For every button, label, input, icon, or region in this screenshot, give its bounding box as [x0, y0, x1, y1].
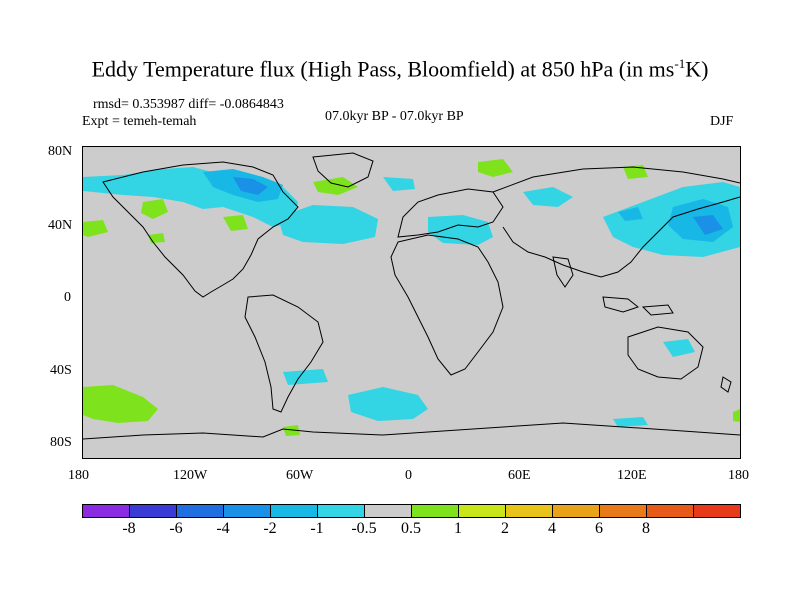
coastline-north-america — [102, 161, 299, 298]
map-panel — [82, 146, 741, 459]
coastline-new-zealand — [720, 376, 732, 393]
lon-label-180e: 180 — [728, 468, 749, 483]
colorbar-box — [364, 504, 412, 518]
coastlines — [83, 152, 740, 440]
colorbar — [82, 504, 741, 523]
anomaly-patch — [478, 159, 513, 177]
coastline-australia — [627, 326, 704, 380]
anomaly-patch — [523, 187, 573, 207]
colorbar-box — [176, 504, 224, 518]
coastline-south-america — [244, 294, 324, 413]
colorbar-box — [505, 504, 553, 518]
anomaly-patch — [141, 199, 168, 219]
coastline-greenland — [312, 152, 374, 188]
lon-label-120w: 120W — [173, 468, 208, 483]
colorbar-svg — [82, 504, 741, 518]
anomaly-patches — [83, 159, 740, 436]
coastline-india — [552, 256, 574, 288]
colorbar-label: -8 — [122, 520, 136, 537]
map-svg — [83, 147, 740, 458]
colorbar-label: 4 — [548, 520, 556, 537]
anomaly-patch — [233, 177, 268, 195]
anomaly-patch — [223, 215, 248, 231]
colorbar-label: 1 — [454, 520, 462, 537]
rmsd-diff-label: rmsd= 0.353987 diff= -0.0864843 — [93, 97, 284, 112]
colorbar-box — [552, 504, 600, 518]
colorbar-label: -1 — [310, 520, 324, 537]
colorbar-box — [646, 504, 694, 518]
coastline-indonesia — [602, 296, 674, 316]
anomaly-patch — [623, 165, 648, 179]
colorbar-box — [82, 504, 130, 518]
lat-label-0: 0 — [64, 290, 71, 305]
colorbar-label: 2 — [501, 520, 509, 537]
colorbar-label: -4 — [216, 520, 230, 537]
lon-label-120e: 120E — [617, 468, 647, 483]
lat-label-40n: 40N — [48, 218, 73, 233]
lat-label-40s: 40S — [50, 363, 72, 378]
colorbar-label: -0.5 — [351, 520, 377, 537]
season-label: DJF — [710, 114, 734, 129]
anomaly-patch — [618, 207, 643, 221]
colorbar-label: -2 — [263, 520, 277, 537]
anomaly-patch — [83, 220, 108, 237]
anomaly-patch — [348, 387, 428, 421]
colorbar-box — [599, 504, 647, 518]
colorbar-box — [411, 504, 459, 518]
colorbar-label: 6 — [595, 520, 603, 537]
colorbar-box — [223, 504, 271, 518]
coastline-africa — [390, 234, 504, 376]
lat-label-80n: 80N — [48, 144, 73, 159]
anomaly-patch — [733, 409, 740, 422]
colorbar-label: -6 — [169, 520, 183, 537]
colorbar-box — [129, 504, 177, 518]
lon-label-60w: 60W — [286, 468, 314, 483]
anomaly-patch — [83, 385, 158, 423]
anomaly-patch — [313, 177, 358, 195]
anomaly-patch — [383, 177, 415, 191]
coastline-europe — [397, 188, 504, 238]
anomaly-patch — [613, 417, 648, 427]
colorbar-label: 0.5 — [401, 520, 421, 537]
coastline-asia — [492, 166, 740, 278]
anomaly-patch — [283, 369, 328, 385]
colorbar-box — [270, 504, 318, 518]
expt-label: Expt = temeh-temah — [82, 114, 197, 129]
plot-title: Eddy Temperature flux (High Pass, Bloomf… — [91, 56, 709, 82]
colorbar-label: 8 — [642, 520, 650, 537]
colorbar-box — [693, 504, 741, 518]
anomaly-patch — [283, 425, 300, 436]
anomaly-patch — [693, 215, 723, 235]
period-label: 07.0kyr BP - 07.0kyr BP — [325, 109, 464, 124]
lon-label-180w: 180 — [68, 468, 89, 483]
anomaly-patch — [663, 339, 695, 357]
lon-label-0: 0 — [405, 468, 412, 483]
coastline-antarctica — [83, 422, 740, 440]
lat-label-80s: 80S — [50, 435, 72, 450]
colorbar-box — [317, 504, 365, 518]
colorbar-box — [458, 504, 506, 518]
anomaly-patch — [278, 205, 378, 244]
lon-label-60e: 60E — [508, 468, 531, 483]
